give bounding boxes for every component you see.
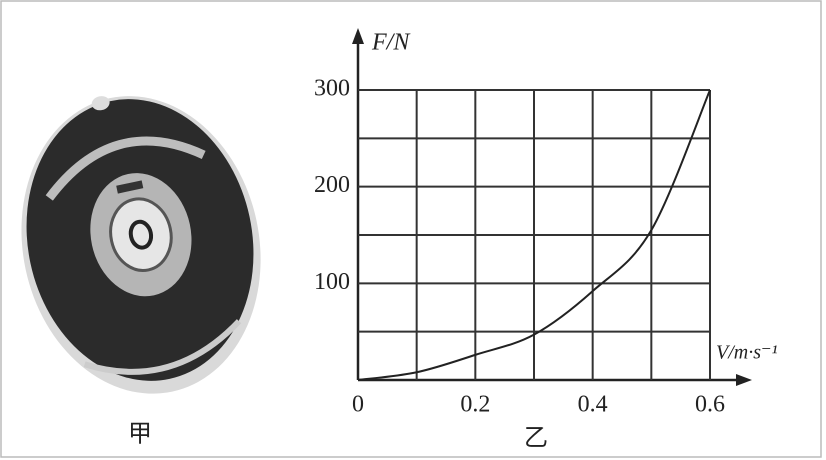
x-tick-label: 0.2 — [460, 392, 490, 418]
y-tick-label: 300 — [314, 76, 350, 102]
y-axis-label: F/N — [371, 30, 411, 56]
y-tick-label: 100 — [314, 269, 350, 295]
y-arrow — [352, 28, 364, 44]
x-axis-label: V/m·s⁻¹ — [716, 342, 778, 364]
y-tick-label: 200 — [314, 172, 350, 198]
image-caption: 甲 — [128, 422, 152, 448]
x-arrow — [736, 374, 752, 386]
robot-vacuum — [0, 70, 288, 416]
page: {"image_caption": "甲", "chart_data": {"t… — [0, 0, 826, 460]
x-tick-label: 0 — [352, 392, 364, 418]
chart-caption: 乙 — [524, 426, 548, 452]
x-tick-label: 0.6 — [695, 392, 725, 418]
x-tick-label: 0.4 — [578, 392, 608, 418]
figure: 甲 乙 F/N V/m·s⁻¹ 100 200 300 0 0.2 0.4 0.6 — [0, 0, 826, 460]
